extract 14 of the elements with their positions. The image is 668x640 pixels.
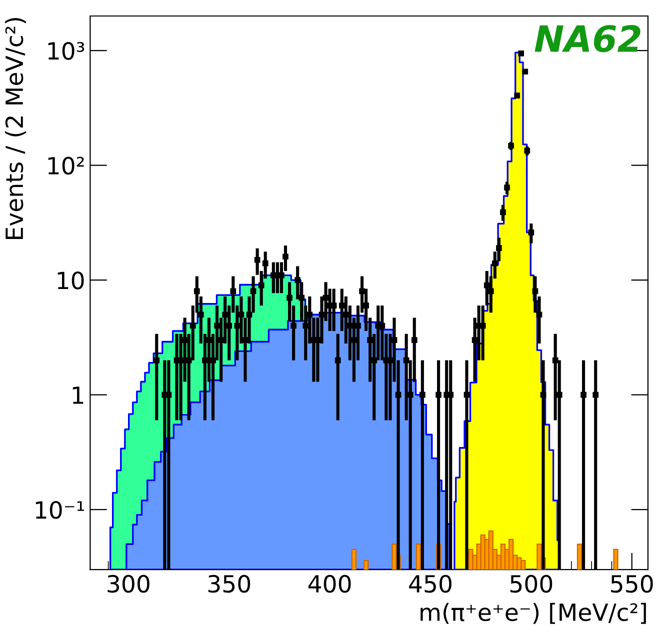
x-tick-label: 300: [108, 574, 150, 593]
x-tick-label: 500: [510, 574, 552, 593]
x-tick-label: 400: [308, 574, 351, 593]
y-axis-title: Events / (2 MeV/c²): [4, 18, 26, 239]
y-tick-label: 10²: [48, 156, 84, 175]
y-tick-label: 10: [58, 272, 84, 290]
y-tick-label: 10³: [48, 42, 84, 60]
x-axis-title: m(π⁺e⁺e⁻) [MeV/c²]: [420, 602, 646, 624]
y-tick-label: 1: [72, 386, 84, 404]
x-tick-label: 550: [611, 574, 653, 593]
x-tick-label: 350: [208, 574, 250, 593]
annotation: NA62: [534, 24, 640, 52]
x-tick-label: 450: [409, 574, 452, 593]
y-tick-label: 10⁻¹: [36, 501, 84, 519]
